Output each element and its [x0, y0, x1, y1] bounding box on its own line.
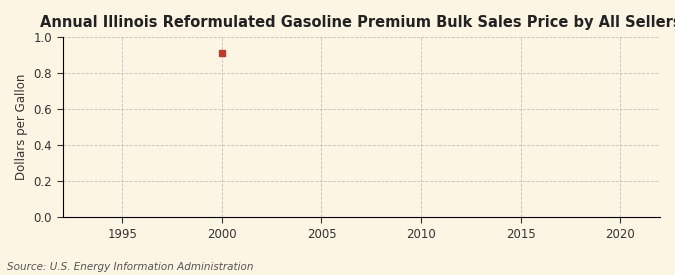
- Text: Source: U.S. Energy Information Administration: Source: U.S. Energy Information Administ…: [7, 262, 253, 272]
- Y-axis label: Dollars per Gallon: Dollars per Gallon: [15, 74, 28, 180]
- Title: Annual Illinois Reformulated Gasoline Premium Bulk Sales Price by All Sellers: Annual Illinois Reformulated Gasoline Pr…: [40, 15, 675, 30]
